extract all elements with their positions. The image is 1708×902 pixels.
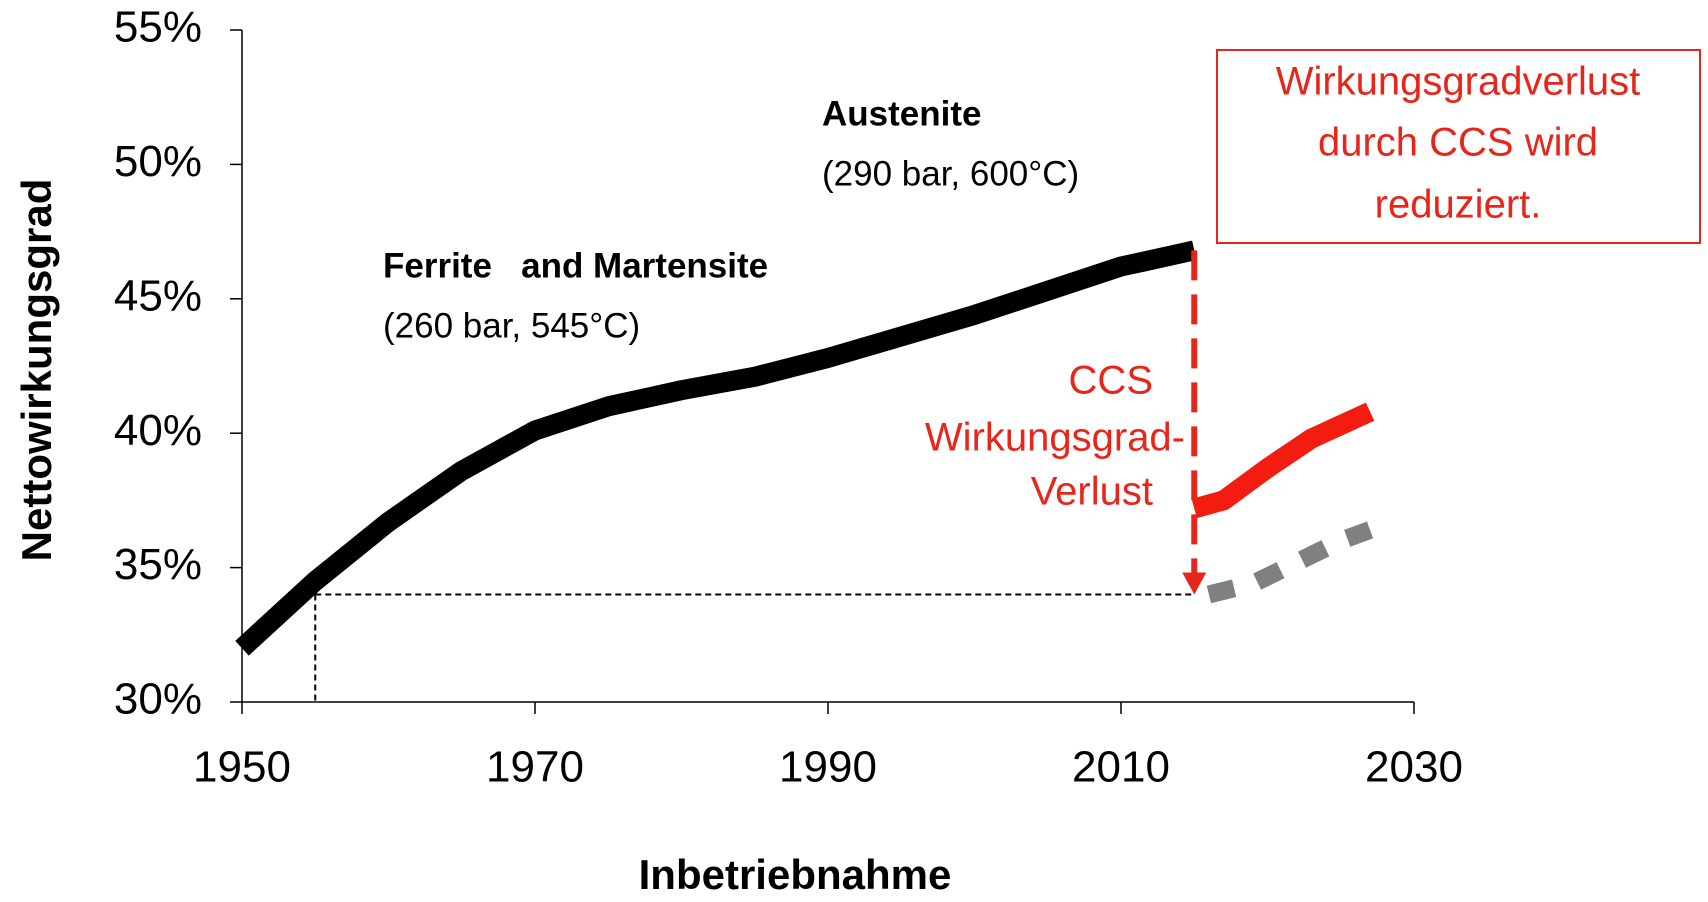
x-tick-label: 2030 xyxy=(1365,743,1463,792)
x-tick-label: 2010 xyxy=(1072,743,1170,792)
x-tick-label: 1990 xyxy=(779,743,877,792)
line-series xyxy=(235,240,1197,656)
x-tick-label: 1950 xyxy=(193,743,291,792)
y-tick-label: 50% xyxy=(114,137,202,186)
y-tick-label: 55% xyxy=(114,3,202,52)
x-tick-label: 1970 xyxy=(486,743,584,792)
y-axis-title: Nettowirkungsgrad xyxy=(13,179,60,562)
arrow-head xyxy=(1182,572,1207,595)
y-tick-label: 45% xyxy=(114,271,202,320)
annotation: Ferrite and Martensite xyxy=(383,246,768,285)
annotation: (290 bar, 600°C) xyxy=(822,154,1079,193)
callout-box xyxy=(1216,49,1701,244)
y-tick-label: 35% xyxy=(114,540,202,589)
line-series xyxy=(1191,402,1375,519)
annotation: Verlust xyxy=(1031,470,1153,514)
y-tick-label: 30% xyxy=(114,675,202,724)
annotation: CCS xyxy=(1069,359,1153,403)
annotation: Austenite xyxy=(822,94,981,133)
box-text: Wirkungsgradverlust xyxy=(1276,60,1641,104)
line-series xyxy=(1206,521,1374,604)
y-tick-label: 40% xyxy=(114,406,202,455)
annotation: Wirkungsgrad- xyxy=(925,416,1185,460)
box-text: durch CCS wird xyxy=(1318,121,1598,165)
box-text: reduziert. xyxy=(1375,183,1542,227)
x-axis-title: Inbetriebnahme xyxy=(639,851,952,898)
annotation: (260 bar, 545°C) xyxy=(383,306,640,345)
